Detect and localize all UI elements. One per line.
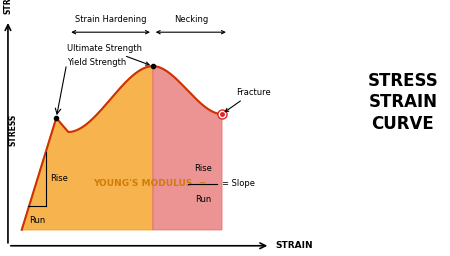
Text: = Slope: = Slope (222, 179, 255, 188)
Text: Fracture: Fracture (225, 88, 270, 112)
Text: Necking: Necking (174, 15, 208, 24)
Polygon shape (153, 66, 222, 230)
Text: STRESS
STRAIN
CURVE: STRESS STRAIN CURVE (367, 72, 438, 133)
Text: Rise: Rise (50, 174, 68, 183)
Text: Strain Hardening: Strain Hardening (75, 15, 146, 24)
Text: YOUNG'S MODULUS  =: YOUNG'S MODULUS = (93, 179, 206, 188)
Text: STRAIN: STRAIN (275, 241, 313, 250)
Text: Yield Strength: Yield Strength (67, 58, 126, 67)
Text: Run: Run (29, 216, 45, 225)
Text: Ultimate Strength: Ultimate Strength (67, 44, 149, 65)
Polygon shape (22, 66, 153, 230)
Text: STRESS: STRESS (9, 114, 18, 146)
Text: Run: Run (195, 195, 211, 204)
Text: Rise: Rise (194, 164, 212, 173)
Text: STRESS: STRESS (4, 0, 13, 14)
